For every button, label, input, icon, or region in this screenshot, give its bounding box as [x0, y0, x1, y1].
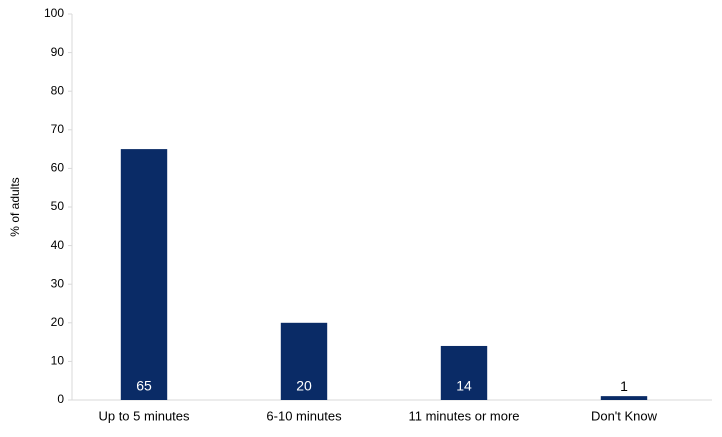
x-tick-label: Up to 5 minutes [98, 408, 190, 423]
y-tick-label: 50 [51, 199, 65, 213]
data-label: 65 [136, 378, 152, 394]
y-tick-label: 60 [51, 161, 65, 175]
bar [280, 322, 328, 400]
data-label: 14 [456, 378, 472, 394]
y-tick-label: 40 [51, 238, 65, 252]
y-tick-label: 90 [51, 45, 65, 59]
y-tick-label: 80 [51, 83, 65, 97]
bar [120, 149, 168, 400]
y-tick-label: 10 [51, 354, 65, 368]
x-tick-label: 6-10 minutes [266, 408, 342, 423]
bar [600, 396, 648, 400]
y-tick-label: 70 [51, 122, 65, 136]
y-axis-label: % of adults [8, 177, 22, 236]
y-tick-label: 100 [44, 6, 64, 20]
y-tick-label: 30 [51, 276, 65, 290]
data-label: 1 [620, 378, 628, 394]
y-tick-label: 0 [57, 392, 64, 406]
y-tick-label: 20 [51, 315, 65, 329]
bar [440, 345, 488, 400]
x-tick-label: 11 minutes or more [408, 408, 519, 423]
data-label: 20 [296, 378, 312, 394]
x-tick-label: Don't Know [591, 408, 658, 423]
